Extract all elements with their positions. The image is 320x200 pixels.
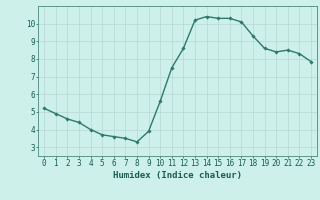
X-axis label: Humidex (Indice chaleur): Humidex (Indice chaleur) [113, 171, 242, 180]
